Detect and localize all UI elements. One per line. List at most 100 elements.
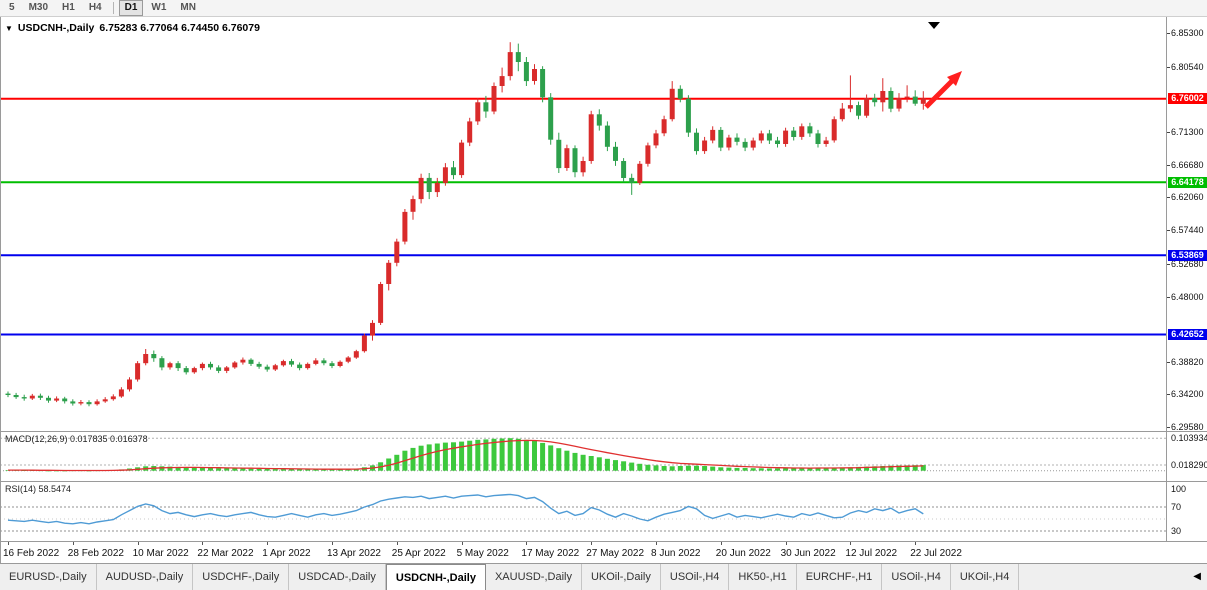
chart-ohlc-values: 6.75283 6.77064 6.74450 6.76079	[99, 22, 260, 34]
rsi-label: RSI(14) 58.5474	[5, 484, 72, 494]
tab-scroll-left-icon[interactable]: ◀	[1193, 571, 1201, 582]
macd-label: MACD(12,26,9) 0.017835 0.016378	[5, 434, 148, 444]
time-axis-label: 30 Jun 2022	[780, 548, 836, 559]
chart-tab-audusd-daily[interactable]: AUDUSD-,Daily	[96, 564, 194, 590]
axis-value-label: 6.29580	[1171, 421, 1204, 432]
time-axis-tick	[396, 541, 398, 545]
time-axis-tick	[526, 541, 528, 545]
time-axis-tick	[461, 541, 463, 545]
chart-left-border	[0, 17, 1, 563]
axis-value-label: 6.80540	[1171, 61, 1204, 72]
axis-tick	[1167, 197, 1170, 199]
axis-tick	[1167, 394, 1170, 396]
axis-tick	[1167, 66, 1170, 68]
hline-price-tag: 6.76002	[1168, 93, 1207, 105]
collapse-arrow-icon[interactable]: ▼	[5, 23, 13, 33]
time-axis-label: 10 Mar 2022	[132, 548, 189, 559]
time-axis-label: 16 Feb 2022	[3, 548, 60, 559]
axis-value-label: 6.57440	[1171, 224, 1204, 235]
time-axis-label: 22 Jul 2022	[910, 548, 962, 559]
timeframe-button-d1[interactable]: D1	[118, 0, 144, 16]
chart-tab-ukoil-daily[interactable]: UKOil-,Daily	[581, 564, 661, 590]
time-axis-label: 17 May 2022	[521, 548, 580, 559]
chart-tab-eurusd-daily[interactable]: EURUSD-,Daily	[0, 564, 97, 590]
timeframe-button-m30[interactable]: M30	[28, 2, 49, 13]
axis-value-label: 100	[1171, 484, 1187, 494]
chart-tab-eurchf-h1[interactable]: EURCHF-,H1	[796, 564, 883, 590]
time-axis-label: 12 Jul 2022	[845, 548, 898, 559]
chart-tab-hk50-h1[interactable]: HK50-,H1	[729, 564, 797, 590]
rsi-panel: RSI(14) 58.5474	[0, 481, 1166, 541]
macd-panel: MACD(12,26,9) 0.017835 0.016378	[0, 431, 1166, 481]
hline-price-tag: 6.42652	[1168, 329, 1207, 341]
axis-value-label: 6.48000	[1171, 291, 1204, 302]
time-axis[interactable]: 16 Feb 2022 28 Feb 2022 10 Mar 2022 22 Mar …	[0, 541, 1207, 563]
chart-tab-usoil-h4[interactable]: USOil-,H4	[660, 564, 730, 590]
time-axis-tick	[137, 541, 139, 545]
time-axis-label: 22 Mar 2022	[197, 548, 254, 559]
axis-value-label: 6.85300	[1171, 27, 1204, 38]
axis-tick	[1167, 164, 1170, 166]
chart-symbol-label: USDCNH-,Daily	[17, 22, 95, 34]
chart-tab-ukoil-h4[interactable]: UKOil-,H4	[950, 564, 1020, 590]
chart-tab-usoil-h4[interactable]: USOil-,H4	[882, 564, 951, 590]
axis-value-label: 6.66680	[1171, 159, 1204, 170]
macd-indicator-chart[interactable]	[0, 431, 1166, 481]
axis-value-label: 30	[1171, 526, 1182, 536]
axis-value-label: 6.34200	[1171, 389, 1204, 400]
chart-tab-usdchf-daily[interactable]: USDCHF-,Daily	[193, 564, 290, 590]
time-axis-tick	[720, 541, 722, 545]
price-chart-panel: ▼ USDCNH-,Daily 6.75283 6.77064 6.74450 …	[0, 17, 1166, 431]
axis-tick	[1167, 296, 1170, 298]
time-axis-label: 5 May 2022	[456, 548, 509, 559]
time-axis-label: 8 Jun 2022	[651, 548, 701, 559]
time-axis-tick	[267, 541, 269, 545]
timeframe-button-h4[interactable]: H4	[88, 2, 102, 13]
time-axis-label: 13 Apr 2022	[327, 548, 381, 559]
time-axis-label: 27 May 2022	[586, 548, 645, 559]
time-axis-tick	[332, 541, 333, 545]
axis-tick	[1167, 263, 1170, 265]
time-axis-tick	[591, 541, 593, 545]
axis-value-label: 0.103934	[1171, 433, 1207, 444]
time-axis-label: 1 Apr 2022	[262, 548, 311, 559]
timeframe-button-mn[interactable]: MN	[180, 2, 196, 13]
axis-tick	[1167, 32, 1170, 34]
time-axis-tick	[202, 541, 204, 545]
time-axis-tick	[656, 541, 657, 545]
time-axis-tick	[850, 541, 852, 545]
time-axis-tick	[72, 541, 74, 545]
axis-value-label: 6.52680	[1171, 258, 1204, 269]
timeframe-button-5[interactable]: 5	[9, 2, 15, 13]
axis-value-label: 6.62060	[1171, 192, 1204, 203]
rsi-indicator-chart[interactable]	[0, 481, 1166, 541]
panel-splitter[interactable]	[0, 481, 1207, 482]
chart-tabbar: EURUSD-,Daily AUDUSD-,Daily USDCHF-,Daily U…	[0, 563, 1207, 590]
time-axis-label: 25 Apr 2022	[391, 548, 446, 559]
toolbar-separator	[112, 2, 114, 14]
axis-tick	[1167, 426, 1170, 428]
panel-splitter[interactable]	[0, 431, 1207, 432]
axis-tick	[1167, 361, 1170, 363]
chart-tab-usdcad-daily[interactable]: USDCAD-,Daily	[289, 564, 386, 590]
panel-splitter[interactable]	[0, 541, 1207, 542]
axis-tick	[1167, 229, 1170, 231]
axis-value-label: 0.018290	[1171, 459, 1207, 470]
time-axis-tick	[915, 541, 917, 545]
chart-title: ▼ USDCNH-,Daily 6.75283 6.77064 6.74450 …	[5, 22, 260, 34]
time-axis-tick	[8, 541, 9, 545]
hline-price-tag: 6.53869	[1168, 249, 1207, 261]
chart-tab-xauusd-daily[interactable]: XAUUSD-,Daily	[485, 564, 582, 590]
time-axis-label: 28 Feb 2022	[67, 548, 124, 559]
axis-tick	[1167, 131, 1170, 133]
axis-value-label: 6.71300	[1171, 126, 1204, 137]
timeframe-button-h1[interactable]: H1	[62, 2, 75, 13]
axis-value-label: 70	[1171, 502, 1182, 512]
candlestick-chart[interactable]	[0, 17, 1166, 431]
axis-value-label: 6.38820	[1171, 356, 1204, 367]
price-axis[interactable]: 6.85300 6.80540 6.71300 6.66680 6.62060 6.574…	[1166, 17, 1207, 541]
chart-tab-usdcnh-daily[interactable]: USDCNH-,Daily	[385, 564, 486, 590]
hline-price-tag: 6.64178	[1168, 176, 1207, 188]
timeframe-button-w1[interactable]: W1	[151, 2, 167, 13]
time-axis-tick	[785, 541, 787, 545]
